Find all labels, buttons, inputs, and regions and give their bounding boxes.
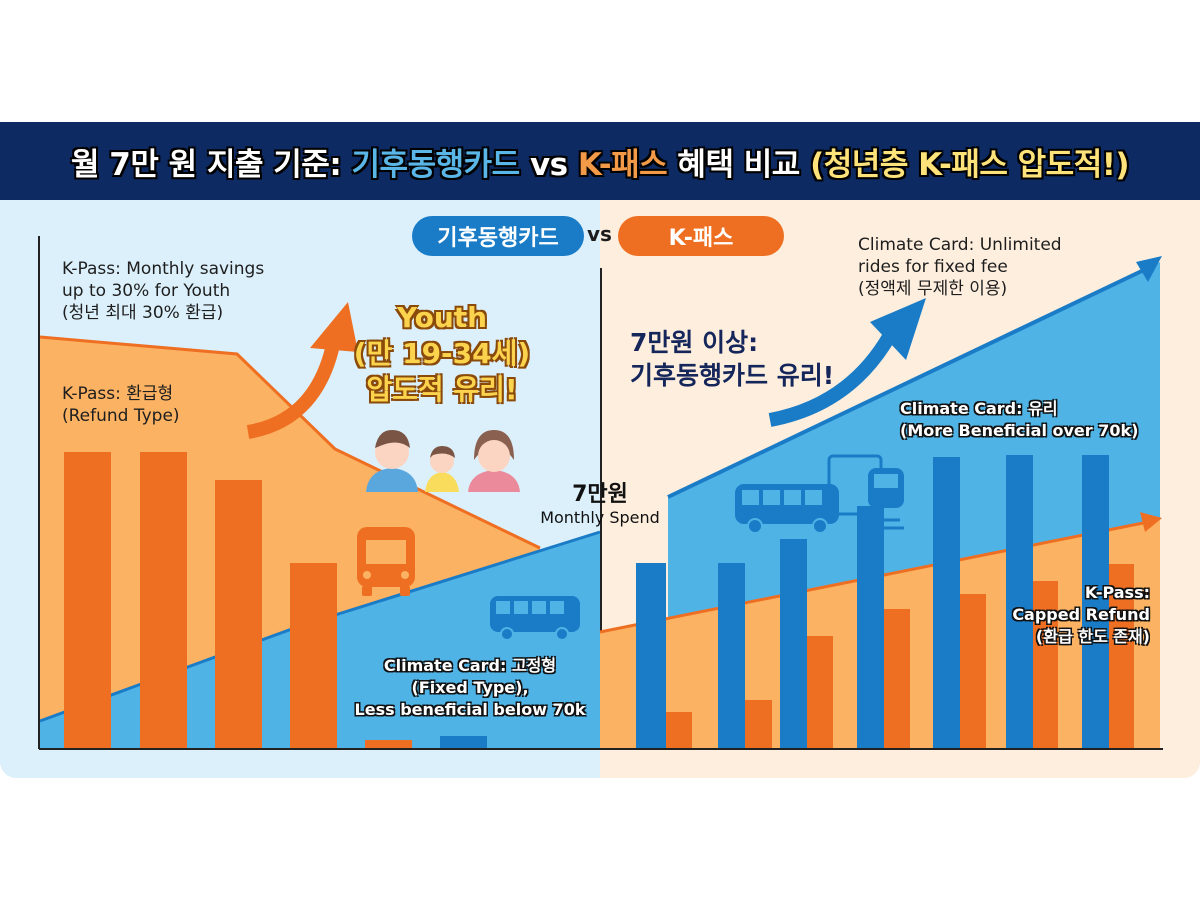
climate-card-pill: 기후동행카드	[412, 216, 584, 256]
title-banner: 월 7만 원 지출 기준: 기후동행카드 vs K-패스 혜택 비교 (청년층 …	[0, 122, 1200, 200]
climate-beneficial-label: Climate Card: 유리 (More Beneficial over 7…	[900, 398, 1138, 442]
threshold-caption: Monthly Spend	[540, 508, 660, 527]
unlimited-line1: Climate Card: Unlimited	[858, 235, 1062, 255]
youth-line1: Youth	[396, 301, 488, 334]
climate-bars-right	[636, 455, 1109, 748]
kpass-type-line2: (Refund Type)	[62, 406, 180, 426]
climate-fixed-line3: Less beneficial below 70k	[354, 700, 586, 719]
subway-train-icon	[827, 454, 904, 530]
kpass-bars-left	[64, 452, 412, 748]
kpass-bars-right	[666, 564, 1134, 748]
above-line1: 7만원 이상:	[630, 328, 759, 357]
beneficial-line1: Climate Card: 유리	[900, 399, 1058, 418]
title-climate-card: 기후동행카드	[351, 146, 521, 183]
climate-unlimited-note: Climate Card: Unlimited rides for fixed …	[858, 234, 1062, 300]
unlimited-line2: rides for fixed fee	[858, 257, 1008, 277]
kpass-type-label: K-Pass: 환급형 (Refund Type)	[62, 383, 180, 427]
threshold-value: 7만원	[572, 482, 628, 507]
climate-fixed-label: Climate Card: 고정형 (Fixed Type), Less ben…	[330, 655, 610, 721]
bus-side-icon-right	[735, 484, 839, 534]
climate-fixed-line1: Climate Card: 고정형	[383, 656, 557, 675]
beneficial-line2: (More Beneficial over 70k)	[900, 421, 1139, 440]
threshold-label: 7만원 Monthly Spend	[510, 476, 690, 527]
kpass-capped-label: K-Pass: Capped Refund (환급 한도 존재)	[990, 582, 1150, 648]
kpass-youth-line2: up to 30% for Youth	[62, 281, 231, 301]
youth-people-icon	[366, 430, 520, 492]
kpass-type-line1: K-Pass: 환급형	[62, 384, 174, 404]
youth-line3: 압도적 유리!	[366, 373, 518, 406]
capped-line1: K-Pass:	[1084, 583, 1150, 602]
bus-front-icon	[357, 527, 415, 596]
vs-label: vs	[587, 222, 612, 246]
climate-bar-left	[440, 736, 487, 748]
kpass-youth-line3: (청년 최대 30% 환급)	[62, 303, 224, 323]
climate-fixed-line2: (Fixed Type),	[411, 678, 529, 697]
title-compare: 혜택 비교	[667, 146, 811, 183]
above-line2: 기후동행카드 유리!	[630, 361, 835, 390]
unlimited-line3: (정액제 무제한 이용)	[858, 279, 1008, 299]
youth-callout: Youth (만 19-34세) 압도적 유리!	[352, 300, 532, 408]
title-youth-note: (청년층 K-패스 압도적!)	[810, 146, 1130, 183]
youth-line2: (만 19-34세)	[353, 337, 531, 370]
above-70k-callout: 7만원 이상: 기후동행카드 유리!	[630, 326, 834, 392]
bus-side-icon	[490, 596, 580, 641]
title-prefix: 월 7만 원 지출 기준:	[70, 146, 352, 183]
page-title: 월 7만 원 지출 기준: 기후동행카드 vs K-패스 혜택 비교 (청년층 …	[70, 139, 1130, 184]
kpass-youth-note: K-Pass: Monthly savings up to 30% for Yo…	[62, 258, 264, 324]
title-vs: vs	[519, 146, 578, 183]
capped-line2: Capped Refund	[1012, 605, 1150, 624]
title-kpass: K-패스	[577, 146, 668, 183]
kpass-pill: K-패스	[618, 216, 784, 256]
kpass-youth-line1: K-Pass: Monthly savings	[62, 259, 265, 279]
capped-line3: (환급 한도 존재)	[1035, 627, 1150, 646]
youth-arrow-icon	[246, 302, 358, 439]
climate-arrow-icon	[768, 298, 926, 427]
